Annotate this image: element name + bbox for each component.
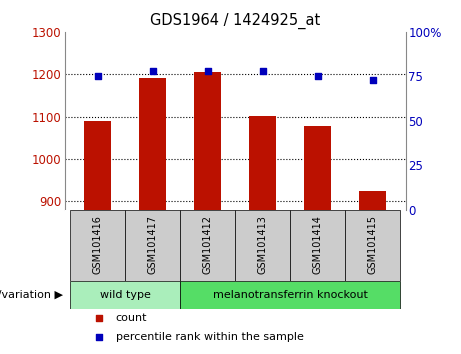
Bar [290,210,345,281]
Text: genotype/variation ▶: genotype/variation ▶ [0,290,64,300]
Point [95,335,102,340]
Bar [194,72,221,210]
Text: GSM101414: GSM101414 [313,215,323,274]
Bar [70,210,125,281]
Text: GSM101412: GSM101412 [202,215,213,274]
Text: GSM101417: GSM101417 [148,215,158,274]
Text: GSM101415: GSM101415 [368,215,378,274]
Text: wild type: wild type [100,290,150,300]
Bar [139,79,166,210]
Text: percentile rank within the sample: percentile rank within the sample [116,332,304,342]
Title: GDS1964 / 1424925_at: GDS1964 / 1424925_at [150,13,320,29]
Bar [70,281,180,309]
Bar [84,121,111,210]
Text: GSM101413: GSM101413 [258,215,268,274]
Point [149,68,156,74]
Bar [345,210,400,281]
Bar [359,191,386,210]
Text: melanotransferrin knockout: melanotransferrin knockout [213,290,367,300]
Point [204,68,211,74]
Point [94,74,101,79]
Bar [304,126,331,210]
Bar [180,210,235,281]
Point [95,315,102,321]
Point [259,68,266,74]
Bar [235,210,290,281]
Text: count: count [116,313,147,323]
Point [369,77,376,83]
Text: GSM101416: GSM101416 [93,215,102,274]
Bar [180,281,400,309]
Bar [249,116,277,210]
Bar [125,210,180,281]
Point [314,74,321,79]
